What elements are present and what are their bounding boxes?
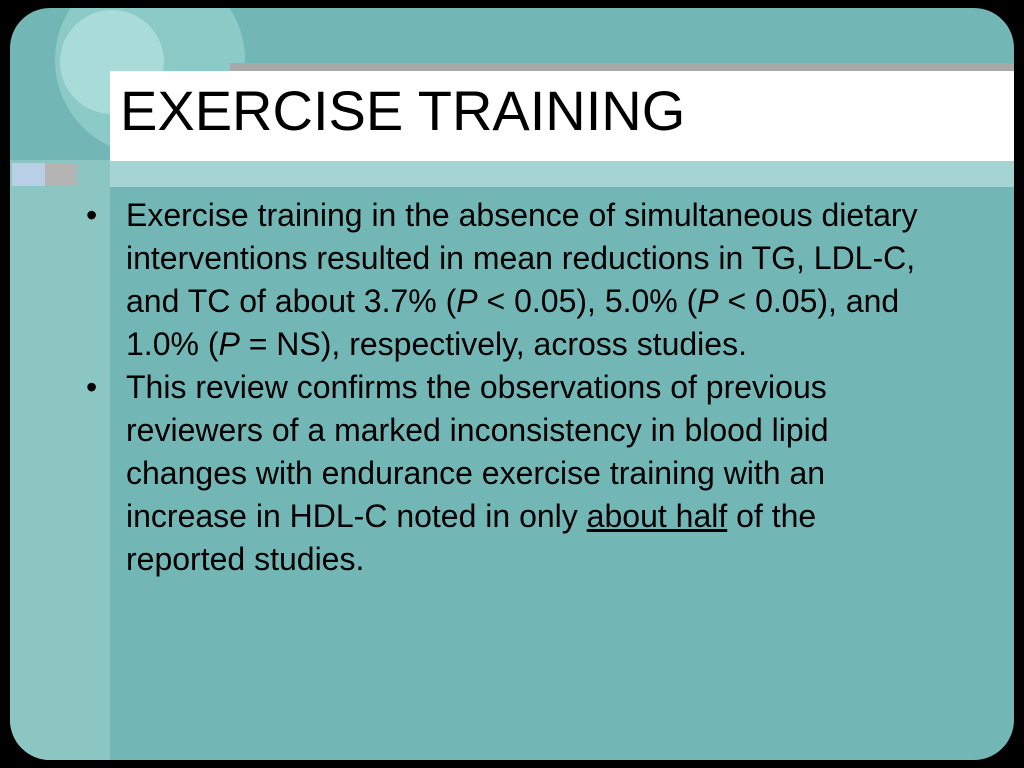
bullet-list: Exercise training in the absence of simu… xyxy=(86,194,941,581)
text-run: P xyxy=(456,283,478,319)
text-run: < 0.05), and 1.0% ( xyxy=(126,283,900,362)
slide-title: EXERCISE TRAINING xyxy=(120,79,686,142)
text-run: < 0.05), 5.0% ( xyxy=(477,283,698,319)
text-run: This review confirms the observations of… xyxy=(126,369,829,534)
bullet: This review confirms the observations of… xyxy=(86,366,941,581)
text-run: about half xyxy=(586,498,728,534)
text-run: of the reported studies. xyxy=(126,498,817,577)
text-run: Exercise training in the absence of simu… xyxy=(126,197,918,319)
bullet: Exercise training in the absence of simu… xyxy=(86,194,941,366)
text-run: P xyxy=(218,326,240,362)
text-run: = NS), respectively, across studies. xyxy=(239,326,747,362)
text-run: P xyxy=(697,283,719,319)
